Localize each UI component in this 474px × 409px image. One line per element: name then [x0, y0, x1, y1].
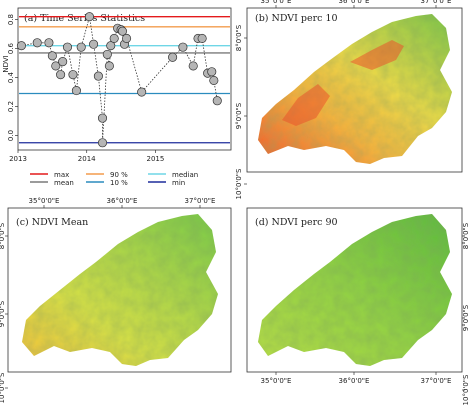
- legend-label-3: mean: [54, 179, 74, 187]
- data-point: [97, 113, 108, 123]
- map-y-label: 8°0'0"S: [462, 222, 470, 249]
- data-point: [97, 138, 108, 148]
- panel-c: (c) NDVI Mean 35°0'0"E 36°0'0"E 37°0'0"E 8°…: [0, 197, 232, 403]
- data-point: [178, 42, 188, 52]
- data-point: [44, 38, 54, 48]
- ndvi-perc90-map: [258, 214, 452, 366]
- series-points: [16, 12, 222, 148]
- data-point: [117, 26, 127, 36]
- reference-lines: [19, 16, 230, 144]
- data-point: [62, 42, 73, 52]
- map-x-label: 37°0'0"E: [185, 197, 216, 205]
- y-tick-label: 0.0: [7, 130, 15, 141]
- panel-b-title: (b) NDVI perc 10: [255, 13, 338, 24]
- panel-c-title: (c) NDVI Mean: [16, 217, 88, 228]
- map-x-label: 36°0'0"E: [107, 197, 138, 205]
- panel-b: (b) NDVI perc 10 35°0'0"E 36°0'0"E 37°0'0"…: [235, 0, 463, 199]
- data-point: [56, 70, 66, 80]
- map-x-label: 35°0'0"E: [29, 197, 60, 205]
- data-point: [168, 52, 178, 62]
- panel-c-ticks: 35°0'0"E 36°0'0"E 37°0'0"E 8°0'0"S 9°0'0"S 10…: [0, 197, 215, 403]
- panel-a: (a) Time Series Statistics NDVI 0.00.20.…: [2, 7, 232, 163]
- panel-d-ticks: 35°0'0"E 36°0'0"E 37°0'0"E 8°0'0"S 9°0'0"S 10…: [261, 222, 470, 405]
- y-tick-label: 0.8: [7, 14, 15, 25]
- data-point: [188, 61, 198, 71]
- map-y-label: 9°0'0"S: [0, 300, 6, 327]
- panel-d: (d) NDVI perc 90 35°0'0"E 36°0'0"E 37°0'0"…: [246, 207, 470, 405]
- data-point: [137, 87, 147, 97]
- panel-d-title: (d) NDVI perc 90: [255, 217, 338, 228]
- map-y-label: 9°0'0"S: [235, 102, 243, 129]
- data-point: [93, 71, 103, 81]
- data-point: [212, 96, 222, 106]
- map-y-label: 9°0'0"S: [462, 304, 470, 331]
- map-y-label: 8°0'0"S: [235, 24, 243, 51]
- data-point: [207, 67, 217, 77]
- x-tick-label: 2015: [147, 155, 165, 163]
- map-x-label: 35°0'0"E: [261, 377, 292, 385]
- ndvi-perc10-stressed-zone: [282, 40, 404, 126]
- data-point: [51, 61, 61, 71]
- ndvi-mean-map: [22, 214, 218, 366]
- x-tick-label: 2013: [9, 155, 27, 163]
- data-point: [68, 70, 78, 80]
- data-point: [47, 51, 57, 61]
- data-point: [71, 86, 81, 96]
- legend-label-4: 10 %: [110, 179, 128, 187]
- series-dotted-line: [21, 16, 218, 143]
- panel-b-ticks: 35°0'0"E 36°0'0"E 37°0'0"E 8°0'0"S 9°0'0"S 10…: [235, 0, 451, 199]
- y-tick-label: 0.4: [7, 71, 15, 83]
- map-y-label: 8°0'0"S: [0, 222, 6, 249]
- series-connector: [21, 16, 218, 143]
- x-tick-label: 2014: [78, 155, 96, 163]
- legend: max 90 % median mean 10 % min: [30, 171, 198, 187]
- y-axis-label: NDVI: [2, 55, 10, 72]
- legend-label-1: 90 %: [110, 171, 128, 179]
- data-point: [197, 33, 207, 43]
- map-y-label: 10°0'0"S: [235, 168, 243, 199]
- map-x-label: 37°0'0"E: [421, 0, 452, 5]
- y-tick-label: 0.2: [7, 101, 15, 112]
- data-point: [16, 41, 26, 51]
- data-point: [109, 33, 119, 43]
- legend-label-2: median: [172, 171, 198, 179]
- data-point: [102, 49, 112, 59]
- data-point: [84, 12, 95, 22]
- map-x-label: 35°0'0"E: [261, 0, 292, 5]
- map-x-label: 36°0'0"E: [339, 377, 370, 385]
- panel-a-title: (a) Time Series Statistics: [24, 13, 145, 24]
- y-ticks: 0.0 0.2 0.4 0.6 0.8: [7, 14, 18, 141]
- data-point: [122, 33, 132, 43]
- data-point: [58, 57, 68, 67]
- data-point: [106, 41, 116, 51]
- data-point: [104, 61, 114, 71]
- legend-label-5: min: [172, 179, 185, 187]
- legend-label-0: max: [54, 171, 69, 179]
- map-x-label: 37°0'0"E: [421, 377, 452, 385]
- x-ticks: 2013 2014 2015: [9, 150, 164, 163]
- map-x-label: 36°0'0"E: [339, 0, 370, 5]
- data-point: [89, 39, 99, 49]
- y-tick-label: 0.6: [7, 42, 15, 54]
- ndvi-perc10-map: [258, 14, 452, 164]
- data-point: [209, 75, 219, 85]
- map-y-label: 10°0'0"S: [0, 372, 6, 403]
- map-y-label: 10°0'0"S: [462, 374, 470, 405]
- data-point: [76, 42, 86, 52]
- data-point: [32, 38, 42, 48]
